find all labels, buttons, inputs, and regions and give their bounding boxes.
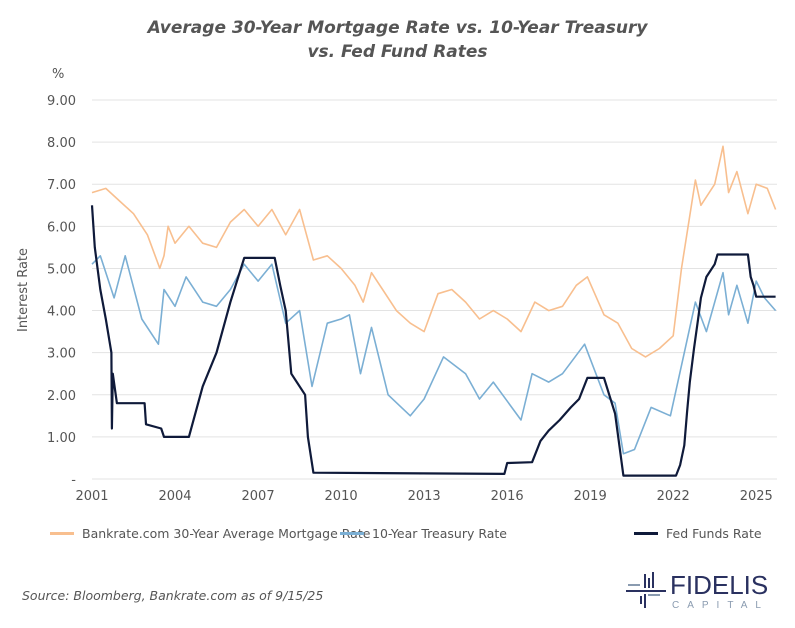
x-tick-label: 2001	[75, 489, 108, 504]
y-tick-label: 6.00	[47, 220, 76, 235]
x-tick-label: 2010	[325, 489, 358, 504]
y-tick-label: 8.00	[47, 136, 76, 151]
y-tick-label: 5.00	[47, 262, 76, 277]
y-tick-label: 4.00	[47, 305, 76, 320]
legend-swatch	[634, 532, 658, 535]
series-line-2	[90, 205, 776, 477]
series-line-0	[91, 145, 777, 358]
legend-item: 10-Year Treasury Rate	[340, 526, 507, 541]
legend-item: Bankrate.com 30-Year Average Mortgage Ra…	[50, 526, 370, 541]
legend-item: Fed Funds Rate	[634, 526, 762, 541]
fidelis-logo: FIDELIS CAPITAL	[626, 570, 769, 611]
y-tick-label: 7.00	[47, 178, 76, 193]
source-note: Source: Bloomberg, Bankrate.com as of 9/…	[22, 588, 324, 603]
series-line-1	[91, 255, 777, 455]
x-tick-label: 2022	[657, 489, 690, 504]
chart-title-line2: vs. Fed Fund Rates	[307, 42, 488, 62]
unit-label: %	[52, 67, 64, 82]
line-chart: - 1.00 2.00 3.00 4.00 5.00 6.00 7.00 8.00 9.00 200…	[16, 67, 777, 504]
legend-label: Bankrate.com 30-Year Average Mortgage Ra…	[82, 526, 371, 541]
legend-swatch	[50, 532, 74, 535]
legend-label: 10-Year Treasury Rate	[372, 526, 507, 541]
y-tick-label: -	[71, 473, 76, 488]
x-tick-label: 2025	[740, 489, 773, 504]
logo-subtext: CAPITAL	[672, 600, 769, 611]
y-tick-label: 3.00	[47, 347, 76, 362]
x-tick-label: 2016	[491, 489, 524, 504]
y-tick-label: 9.00	[47, 94, 76, 109]
x-tick-label: 2004	[158, 489, 191, 504]
x-tick-label: 2013	[408, 489, 441, 504]
y-tick-label: 1.00	[47, 431, 76, 446]
legend-label: Fed Funds Rate	[666, 526, 762, 541]
chart-title: Average 30-Year Mortgage Rate vs. 10-Yea…	[147, 18, 648, 38]
logo-text: FIDELIS	[670, 570, 768, 600]
x-tick-label: 2019	[574, 489, 607, 504]
legend-swatch	[340, 532, 364, 535]
y-tick-label: 2.00	[47, 389, 76, 404]
y-axis-label: Interest Rate	[16, 248, 31, 332]
x-tick-label: 2007	[242, 489, 275, 504]
